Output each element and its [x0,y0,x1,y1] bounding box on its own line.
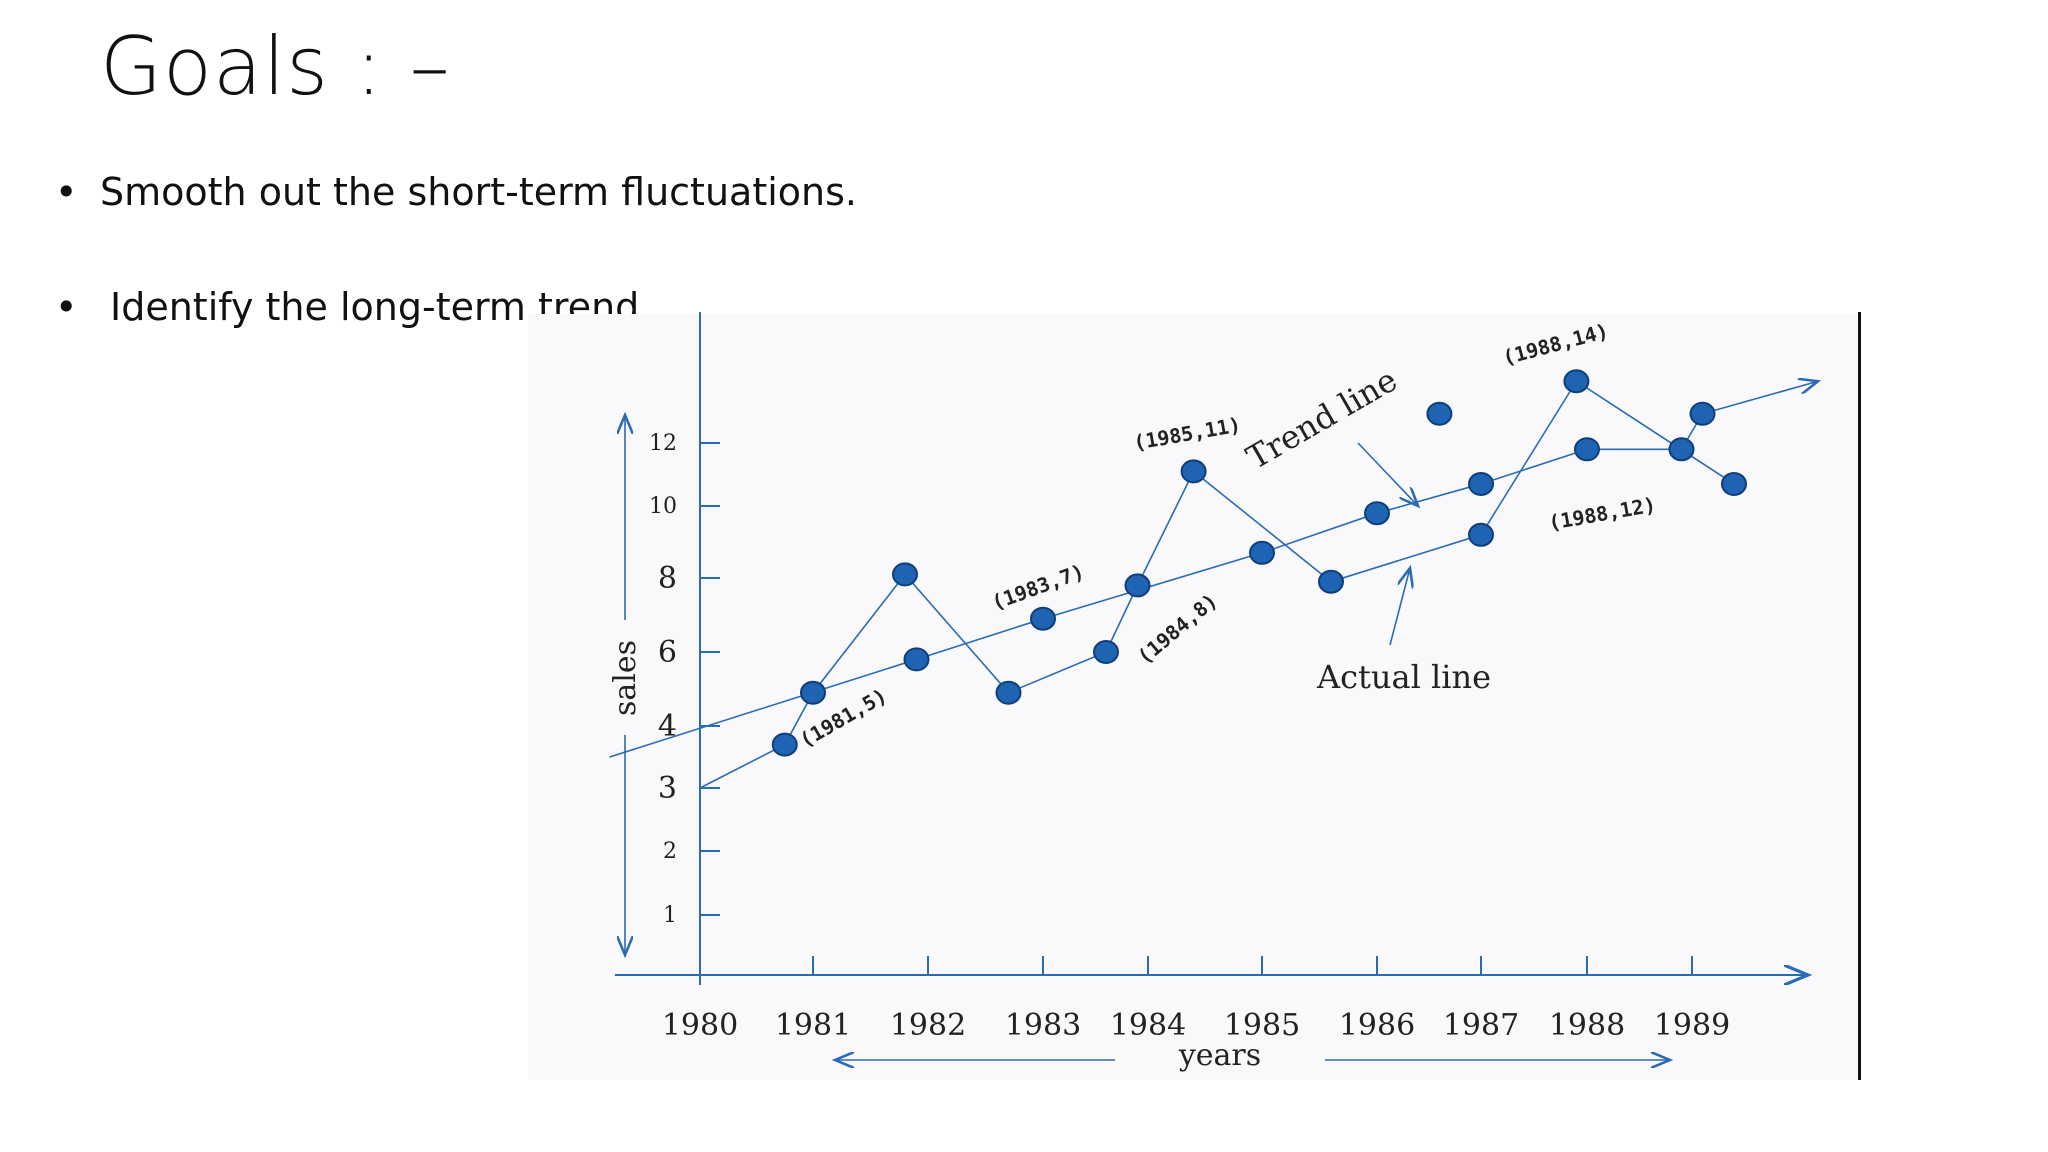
trend-line-label: Trend line [1240,361,1404,477]
x-tick-label: 1981 [775,1008,851,1043]
x-tick-label: 1988 [1549,1008,1625,1043]
data-point [1689,401,1716,426]
coordinate-annotation: (1988,14) [1500,319,1611,370]
data-point [903,647,930,672]
data-point [1574,437,1600,462]
x-tick-label: 1982 [890,1008,966,1043]
data-point [995,680,1022,705]
trend-label-pointer [1357,442,1418,506]
y-tick-label: 2 [663,839,677,864]
y-tick-label: 6 [658,635,677,670]
data-point [1468,471,1494,496]
y-tick-label: 4 [658,709,677,744]
data-point [1468,522,1494,547]
data-point [1364,501,1390,526]
x-tick-label: 1985 [1224,1008,1300,1043]
y-tick-label: 10 [649,494,677,519]
trend-line [609,381,1818,758]
data-point [1124,573,1151,598]
coordinate-annotation: (1983,7) [989,559,1088,614]
chart-border [1858,312,1861,1080]
x-tick-label: 1987 [1443,1008,1519,1043]
x-tick-label: 1984 [1110,1008,1186,1043]
data-point [771,732,798,757]
coordinate-annotation: (1985,11) [1132,412,1243,454]
data-point [892,562,918,587]
data-point [1668,437,1695,462]
data-point [1318,569,1344,594]
y-tick-label: 1 [663,903,677,928]
actual-line-label: Actual line [1316,658,1491,696]
data-point [800,680,826,705]
x-tick-label: 1986 [1339,1008,1415,1043]
y-tick-label: 8 [658,561,677,596]
coordinate-annotation: (1988,12) [1547,492,1658,534]
slide-title: Goals : – [100,20,451,113]
data-point [1030,606,1056,631]
chart-texts: 1980 1981 1982 1983 1984 1985 1986 1987 1988 1989… [608,319,1730,1073]
chart-axes [615,312,1808,1060]
data-point [1180,459,1207,484]
data-point [1249,540,1275,565]
x-tick-label: 1983 [1005,1008,1081,1043]
x-axis-label: years [1178,1038,1261,1073]
y-axis-label: sales [608,640,643,716]
bullet-icon: • [55,170,78,214]
data-point [1721,471,1747,496]
y-tick-label: 3 [658,771,677,806]
bullet-text: Smooth out the short-term fluctuations. [100,170,857,214]
data-point [1426,401,1453,426]
chart-points [771,369,1747,757]
x-tick-label: 1989 [1654,1008,1730,1043]
bullet-icon: • [55,285,78,329]
chart-lines [609,381,1818,789]
data-point [1563,369,1590,394]
y-tick-label: 12 [649,431,677,456]
bullet-item: • Smooth out the short-term fluctuations. [55,170,857,214]
data-point [1093,640,1119,664]
chart-panel [528,314,1862,1080]
x-tick-label: 1980 [662,1008,738,1043]
actual-label-pointer [1389,568,1410,646]
coordinate-annotation: (1984,8) [1133,589,1222,669]
